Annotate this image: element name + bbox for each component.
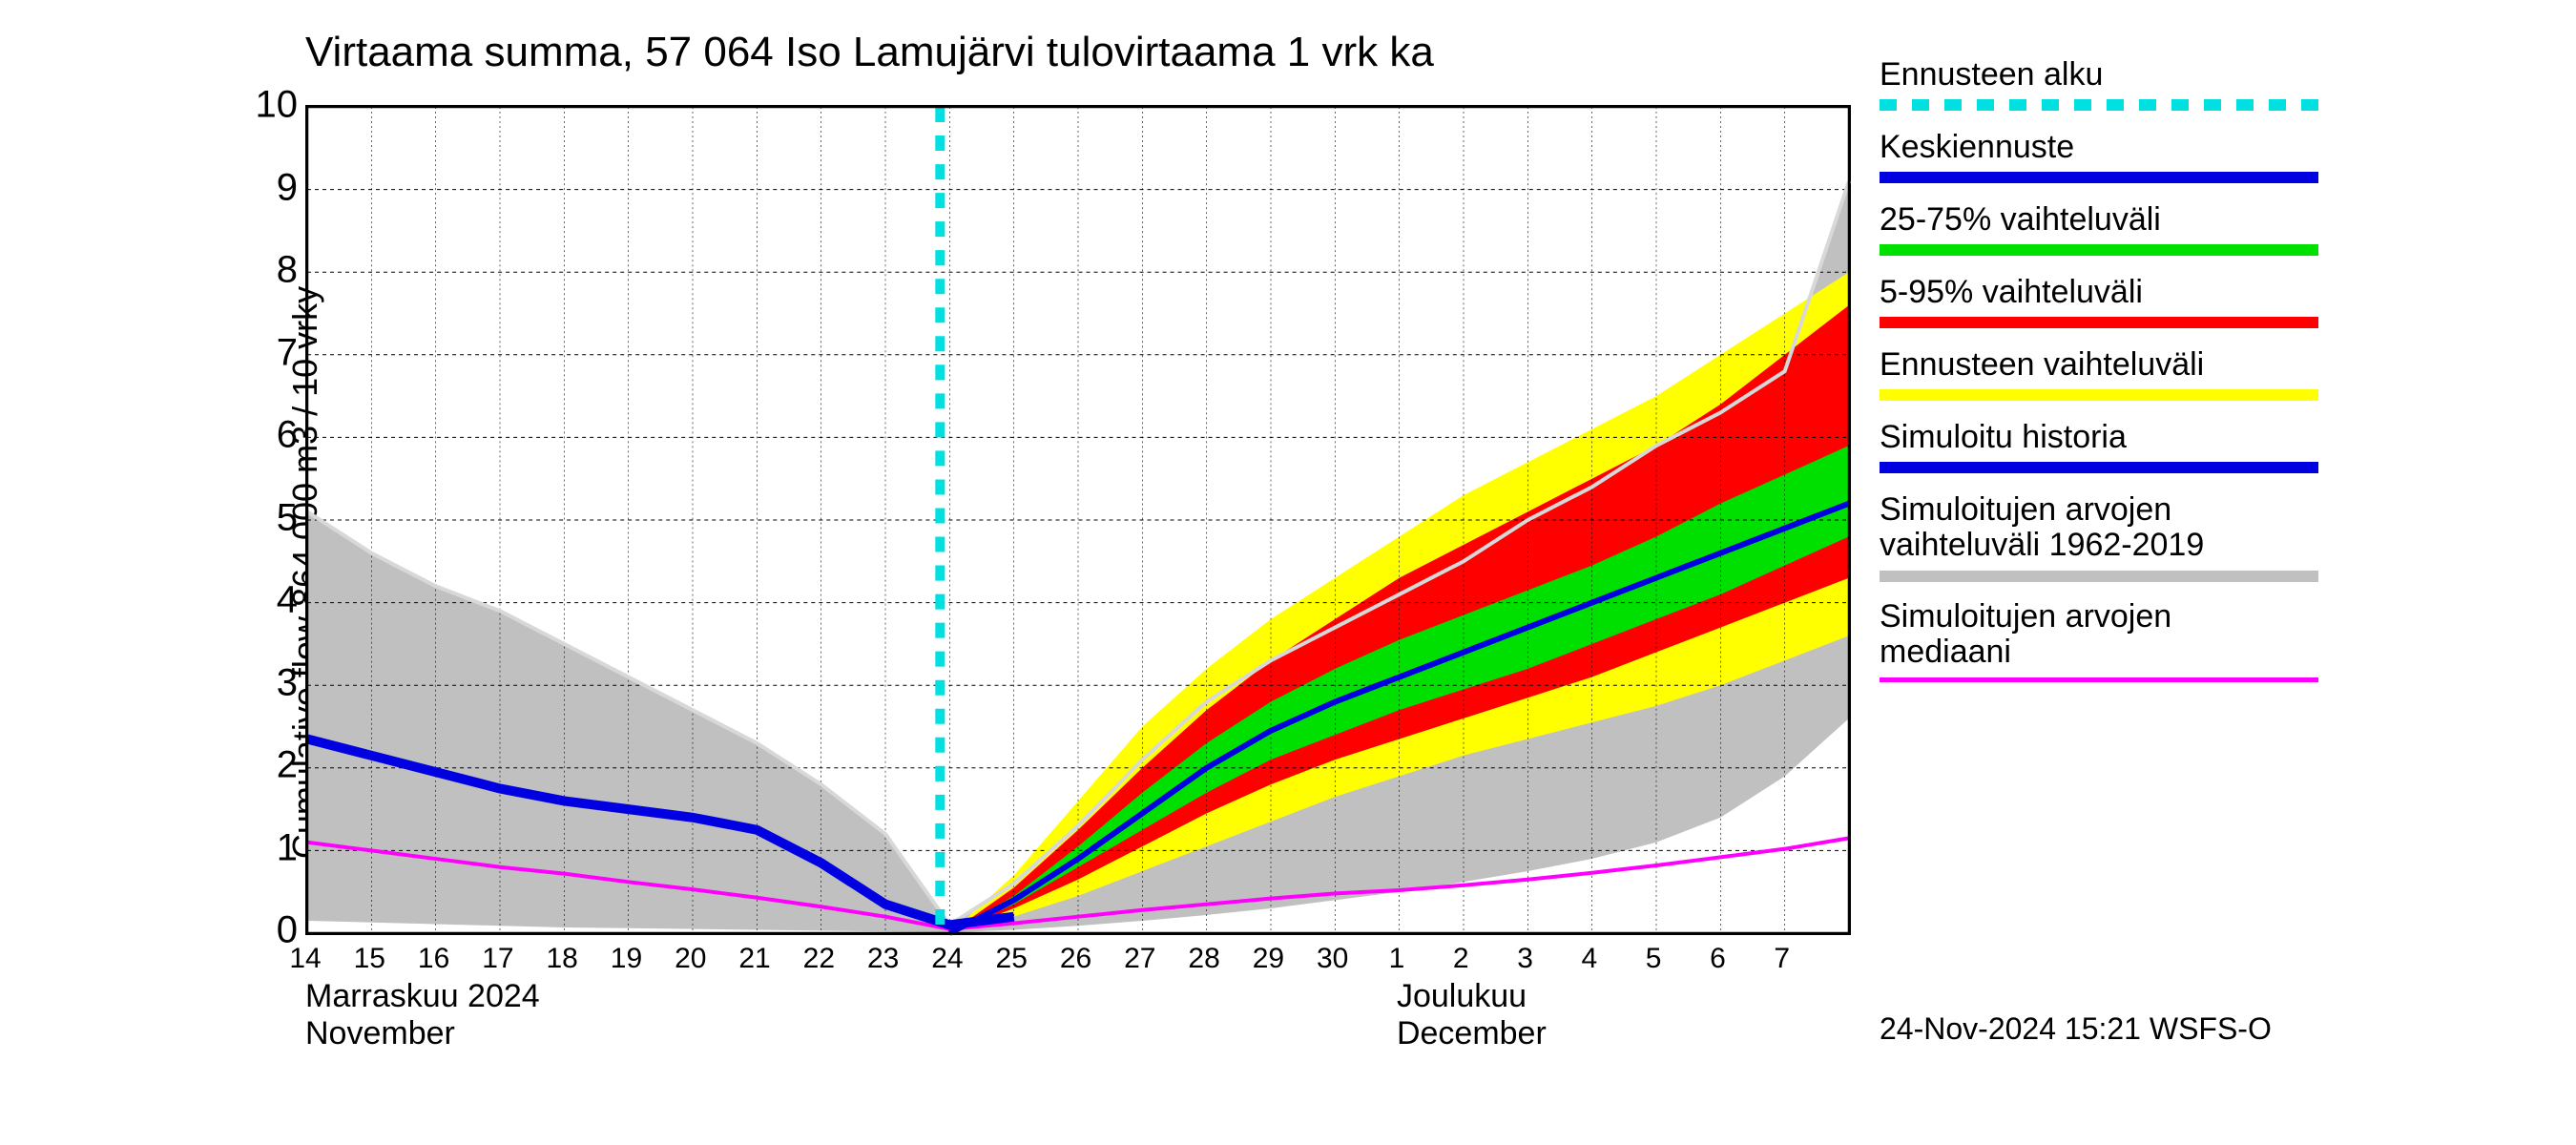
month-label: Marraskuu 2024November <box>305 978 540 1052</box>
x-tick-label: 2 <box>1453 943 1469 975</box>
chart-title: Virtaama summa, 57 064 Iso Lamujärvi tul… <box>305 29 1434 76</box>
x-tick-label: 16 <box>418 943 449 975</box>
y-tick-label: 7 <box>231 331 298 374</box>
x-tick-label: 25 <box>996 943 1028 975</box>
x-tick-label: 6 <box>1710 943 1726 975</box>
legend-label: 25-75% vaihteluväli <box>1880 202 2161 238</box>
x-ticks: 1415161718192021222324252627282930123456… <box>305 935 1851 973</box>
x-tick-label: 27 <box>1124 943 1155 975</box>
legend-item: Simuloitujen arvojenvaihteluväli 1962-20… <box>1880 492 2547 599</box>
legend-item: 5-95% vaihteluväli <box>1880 275 2547 347</box>
legend-swatch <box>1880 677 2318 682</box>
legend-item: Simuloitu historia <box>1880 420 2547 492</box>
legend-label: Simuloitu historia <box>1880 420 2127 455</box>
y-tick-label: 1 <box>231 826 298 869</box>
y-tick-label: 9 <box>231 166 298 209</box>
y-tick-label: 8 <box>231 249 298 292</box>
legend-label: Simuloitujen arvojenvaihteluväli 1962-20… <box>1880 492 2204 564</box>
y-tick-label: 5 <box>231 496 298 539</box>
legend-swatch <box>1880 244 2318 256</box>
legend-item: Ennusteen vaihteluväli <box>1880 347 2547 420</box>
x-tick-label: 19 <box>611 943 642 975</box>
y-tick-label: 0 <box>231 909 298 952</box>
x-tick-label: 1 <box>1389 943 1405 975</box>
y-tick-label: 4 <box>231 579 298 622</box>
legend-swatch <box>1880 389 2318 401</box>
legend-swatch <box>1880 172 2318 183</box>
x-tick-label: 18 <box>546 943 577 975</box>
legend-swatch <box>1880 462 2318 473</box>
legend-label: Keskiennuste <box>1880 130 2074 165</box>
month-label: JoulukuuDecember <box>1397 978 1547 1052</box>
y-tick-label: 10 <box>231 84 298 127</box>
legend-swatch <box>1880 571 2318 582</box>
footer-caption: 24-Nov-2024 15:21 WSFS-O <box>1880 1011 2272 1047</box>
x-tick-label: 15 <box>354 943 385 975</box>
y-tick-label: 2 <box>231 744 298 787</box>
legend-swatch <box>1880 317 2318 328</box>
x-tick-label: 17 <box>482 943 513 975</box>
x-tick-label: 7 <box>1774 943 1790 975</box>
x-tick-label: 22 <box>803 943 835 975</box>
legend-item: Simuloitujen arvojenmediaani <box>1880 599 2547 706</box>
y-tick-label: 6 <box>231 414 298 457</box>
legend-swatch <box>1880 99 2318 111</box>
legend-label: Simuloitujen arvojenmediaani <box>1880 599 2171 671</box>
legend-item: Ennusteen alku <box>1880 57 2547 130</box>
x-tick-label: 24 <box>931 943 963 975</box>
x-tick-label: 28 <box>1188 943 1219 975</box>
legend-label: 5-95% vaihteluväli <box>1880 275 2143 310</box>
x-tick-label: 4 <box>1581 943 1597 975</box>
plot-svg <box>307 107 1849 933</box>
chart-container: Cumulative flow 864 000 m3 / 10 vrky Vir… <box>0 0 2576 1145</box>
x-tick-label: 3 <box>1517 943 1533 975</box>
legend-item: Keskiennuste <box>1880 130 2547 202</box>
x-tick-label: 30 <box>1317 943 1348 975</box>
x-tick-label: 20 <box>675 943 706 975</box>
y-tick-label: 3 <box>231 661 298 704</box>
legend-label: Ennusteen vaihteluväli <box>1880 347 2204 383</box>
legend: Ennusteen alku Keskiennuste 25-75% vaihtel… <box>1880 57 2547 706</box>
x-tick-label: 14 <box>289 943 321 975</box>
legend-label: Ennusteen alku <box>1880 57 2103 93</box>
x-tick-label: 26 <box>1060 943 1091 975</box>
x-tick-label: 29 <box>1253 943 1284 975</box>
x-tick-label: 5 <box>1646 943 1662 975</box>
legend-item: 25-75% vaihteluväli <box>1880 202 2547 275</box>
plot-area <box>305 105 1851 935</box>
x-tick-label: 21 <box>738 943 770 975</box>
x-tick-label: 23 <box>867 943 899 975</box>
